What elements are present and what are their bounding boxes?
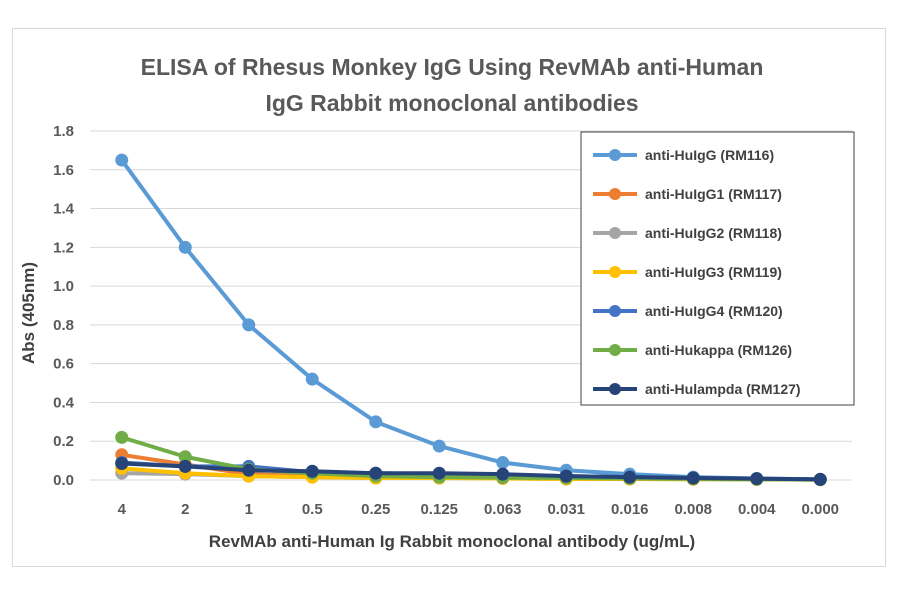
data-point <box>178 459 192 473</box>
y-tick-label: 0.4 <box>53 394 75 411</box>
data-point <box>496 456 510 470</box>
series-line <box>121 461 821 482</box>
legend-item: anti-HuIgG2 (RM118) <box>593 225 782 241</box>
legend-swatch-marker <box>609 188 621 200</box>
legend-swatch-marker <box>609 149 621 161</box>
data-point <box>559 469 573 483</box>
x-tick-label: 0.004 <box>738 501 776 518</box>
x-tick-label: 4 <box>118 501 127 518</box>
legend-label: anti-HuIgG4 (RM120) <box>645 303 783 319</box>
legend-item: anti-HuIgG4 (RM120) <box>593 303 783 319</box>
x-tick-label: 0.5 <box>302 501 323 518</box>
x-axis-ticks: 4 2 1 0.5 0.25 0.125 0.063 0.031 0.016 0.008 0.004… <box>118 501 839 518</box>
x-tick-label: 0.016 <box>611 501 649 518</box>
chart-title-line-2: IgG Rabbit monoclonal antibodies <box>265 90 638 116</box>
legend-swatch-marker <box>609 227 621 239</box>
legend-swatch-marker <box>609 383 621 395</box>
legend-label: anti-HuIgG2 (RM118) <box>645 225 782 241</box>
legend-label: anti-HuIgG (RM116) <box>645 147 774 163</box>
x-tick-label: 0.000 <box>801 501 839 518</box>
x-tick-label: 0.063 <box>484 501 522 518</box>
data-point <box>115 153 129 167</box>
data-point <box>686 471 700 485</box>
legend: anti-HuIgG (RM116) anti-HuIgG1 (RM117) ant… <box>580 131 855 406</box>
data-point <box>178 240 192 254</box>
y-tick-label: 0.0 <box>53 472 74 489</box>
series-6 <box>115 457 827 486</box>
x-tick-label: 0.031 <box>547 501 585 518</box>
legend-label: anti-Hulampda (RM127) <box>645 381 801 397</box>
y-tick-label: 1.4 <box>53 201 75 218</box>
x-axis-label: RevMAb anti-Human Ig Rabbit monoclonal a… <box>209 532 695 551</box>
x-tick-label: 0.25 <box>361 501 390 518</box>
legend-swatch-marker <box>609 266 621 278</box>
data-point <box>432 439 446 453</box>
chart-frame <box>12 28 886 567</box>
series-lines <box>115 153 827 487</box>
data-point <box>750 472 764 486</box>
data-point <box>305 464 319 478</box>
data-point <box>242 463 256 477</box>
y-tick-label: 1.0 <box>53 278 74 295</box>
data-point <box>242 318 256 332</box>
legend-item: anti-HuIgG (RM116) <box>593 147 774 163</box>
data-point <box>369 466 383 480</box>
data-point <box>623 470 637 484</box>
data-point <box>496 467 510 481</box>
legend-label: anti-HuIgG1 (RM117) <box>645 186 782 202</box>
x-tick-label: 1 <box>245 501 253 518</box>
data-point <box>115 430 129 444</box>
legend-swatch-marker <box>609 305 621 317</box>
legend-box <box>580 131 855 406</box>
legend-swatch-marker <box>609 344 621 356</box>
legend-label: anti-Hukappa (RM126) <box>645 342 792 358</box>
data-point <box>178 450 192 464</box>
y-tick-label: 0.6 <box>53 356 74 373</box>
legend-item: anti-Hukappa (RM126) <box>593 342 792 358</box>
chart-title-line-1: ELISA of Rhesus Monkey IgG Using RevMAb … <box>141 54 764 80</box>
data-point <box>115 457 129 471</box>
y-tick-label: 1.8 <box>53 123 74 140</box>
legend-item: anti-HuIgG3 (RM119) <box>593 264 782 280</box>
x-tick-label: 0.125 <box>420 501 458 518</box>
y-axis-ticks: 0.0 0.2 0.4 0.6 0.8 1.0 1.2 1.4 1.6 1.8 <box>53 123 75 489</box>
x-tick-label: 2 <box>181 501 189 518</box>
data-point <box>369 415 383 429</box>
y-tick-label: 1.6 <box>53 162 74 179</box>
y-tick-label: 0.2 <box>53 433 74 450</box>
y-axis-label: Abs (405nm) <box>19 262 38 364</box>
legend-item: anti-Hulampda (RM127) <box>593 381 801 397</box>
data-point <box>305 372 319 386</box>
x-tick-label: 0.008 <box>674 501 712 518</box>
data-point <box>813 472 827 486</box>
legend-label: anti-HuIgG3 (RM119) <box>645 264 782 280</box>
y-tick-label: 1.2 <box>53 239 74 256</box>
data-point <box>432 466 446 480</box>
y-tick-label: 0.8 <box>53 317 74 334</box>
legend-item: anti-HuIgG1 (RM117) <box>593 186 782 202</box>
